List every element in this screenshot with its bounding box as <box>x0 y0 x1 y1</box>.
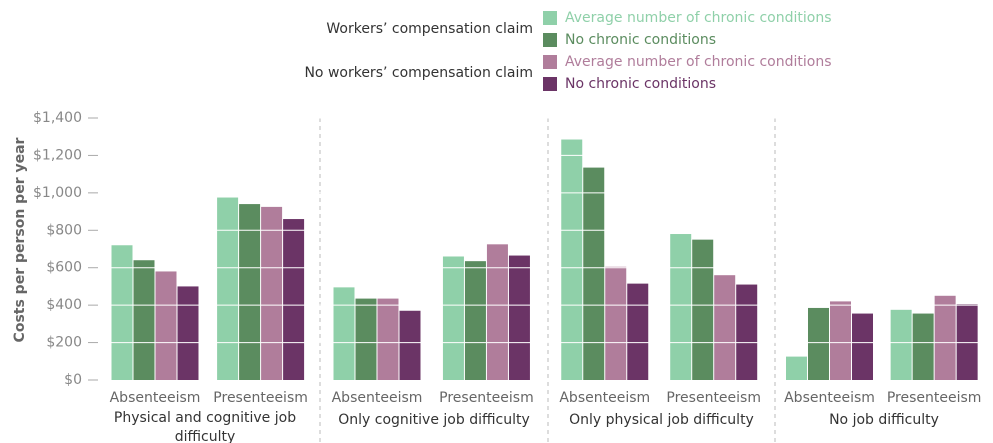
bar <box>283 219 305 380</box>
x-tick-label: Absenteeism <box>332 390 423 406</box>
y-tick-label: $1,400 <box>33 110 82 126</box>
bar <box>561 139 583 380</box>
group-title: Only physical job difficulty <box>569 412 754 428</box>
bar <box>736 284 758 380</box>
y-axis-label: Costs per person per year <box>12 137 28 342</box>
bar <box>934 295 956 380</box>
bar <box>442 256 464 380</box>
x-tick-label: Presenteeism <box>887 390 982 406</box>
x-tick-label: Absenteeism <box>110 390 201 406</box>
group-title: Only cognitive job difficulty <box>338 412 530 428</box>
bar <box>890 309 912 380</box>
bar <box>333 287 355 380</box>
y-tick-label: $400 <box>46 297 82 313</box>
bar <box>239 204 261 380</box>
legend-label: Average number of chronic conditions <box>565 10 832 26</box>
legend-label: Average number of chronic conditions <box>565 54 832 70</box>
y-tick-label: $0 <box>64 372 82 388</box>
bar <box>177 286 199 380</box>
y-tick-label: $800 <box>46 222 82 238</box>
bar <box>399 310 421 380</box>
bar <box>508 255 530 380</box>
bar <box>377 298 399 380</box>
x-tick-label: Presenteeism <box>213 390 308 406</box>
bar <box>627 283 649 380</box>
bar <box>155 271 177 380</box>
y-tick-label: $200 <box>46 335 82 351</box>
bar <box>912 313 934 380</box>
bar <box>605 266 627 380</box>
bar <box>786 356 807 380</box>
legend-swatch <box>543 33 557 47</box>
bar <box>217 197 239 380</box>
bar <box>583 167 605 380</box>
group-title: No job difficulty <box>829 412 939 428</box>
legend-label: No chronic conditions <box>565 76 716 92</box>
bar <box>355 298 377 380</box>
legend-swatch <box>543 77 557 91</box>
y-tick-label: $1,200 <box>33 147 82 163</box>
legend-group-label: No workers’ compensation claim <box>304 65 533 81</box>
legend-swatch <box>543 11 557 25</box>
x-tick-label: Presenteeism <box>666 390 761 406</box>
legend-label: No chronic conditions <box>565 32 716 48</box>
bar <box>830 301 851 380</box>
bar <box>670 234 692 380</box>
x-tick-label: Presenteeism <box>439 390 534 406</box>
legend-group-label: Workers’ compensation claim <box>326 21 533 37</box>
y-tick-label: $1,000 <box>33 185 82 201</box>
bar <box>261 206 283 380</box>
bar <box>692 239 714 380</box>
legend-swatch <box>543 55 557 69</box>
bar <box>133 260 155 380</box>
bar <box>111 245 133 380</box>
bar <box>464 261 486 380</box>
x-tick-label: Absenteeism <box>559 390 650 406</box>
bar <box>852 313 873 380</box>
bar <box>714 275 736 380</box>
y-tick-label: $600 <box>46 260 82 276</box>
bar <box>486 244 508 380</box>
x-tick-label: Absenteeism <box>784 390 875 406</box>
group-title: Physical and cognitive job difficulty <box>114 410 296 443</box>
bar <box>808 307 829 380</box>
